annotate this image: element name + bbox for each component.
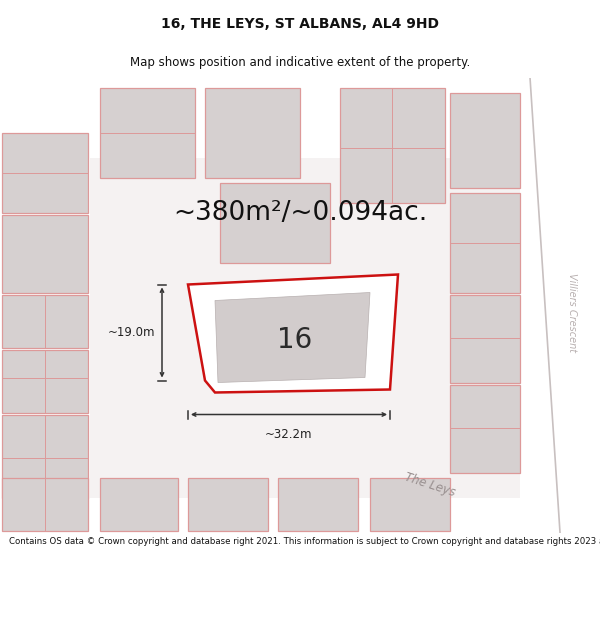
Polygon shape xyxy=(220,182,330,262)
Polygon shape xyxy=(340,88,445,202)
Text: ~32.2m: ~32.2m xyxy=(265,429,313,441)
Polygon shape xyxy=(370,478,450,531)
Polygon shape xyxy=(205,88,300,178)
Polygon shape xyxy=(2,132,88,212)
Text: Map shows position and indicative extent of the property.: Map shows position and indicative extent… xyxy=(130,56,470,69)
Polygon shape xyxy=(450,294,520,382)
Text: ~380m²/~0.094ac.: ~380m²/~0.094ac. xyxy=(173,199,427,226)
Polygon shape xyxy=(100,88,195,178)
Text: Villiers Crescent: Villiers Crescent xyxy=(567,273,577,352)
Text: ~19.0m: ~19.0m xyxy=(107,326,155,339)
Polygon shape xyxy=(90,158,520,498)
Polygon shape xyxy=(215,292,370,382)
Text: The Leys: The Leys xyxy=(403,470,457,499)
Text: Contains OS data © Crown copyright and database right 2021. This information is : Contains OS data © Crown copyright and d… xyxy=(9,538,600,546)
Polygon shape xyxy=(100,478,178,531)
Polygon shape xyxy=(2,349,88,413)
Polygon shape xyxy=(2,294,88,348)
Polygon shape xyxy=(2,214,88,292)
Polygon shape xyxy=(450,192,520,292)
Polygon shape xyxy=(2,414,88,498)
Polygon shape xyxy=(2,478,88,531)
Text: 16, THE LEYS, ST ALBANS, AL4 9HD: 16, THE LEYS, ST ALBANS, AL4 9HD xyxy=(161,17,439,31)
Polygon shape xyxy=(450,92,520,188)
Text: 16: 16 xyxy=(277,326,313,354)
Polygon shape xyxy=(188,274,398,392)
Polygon shape xyxy=(450,384,520,472)
Polygon shape xyxy=(188,478,268,531)
Polygon shape xyxy=(278,478,358,531)
